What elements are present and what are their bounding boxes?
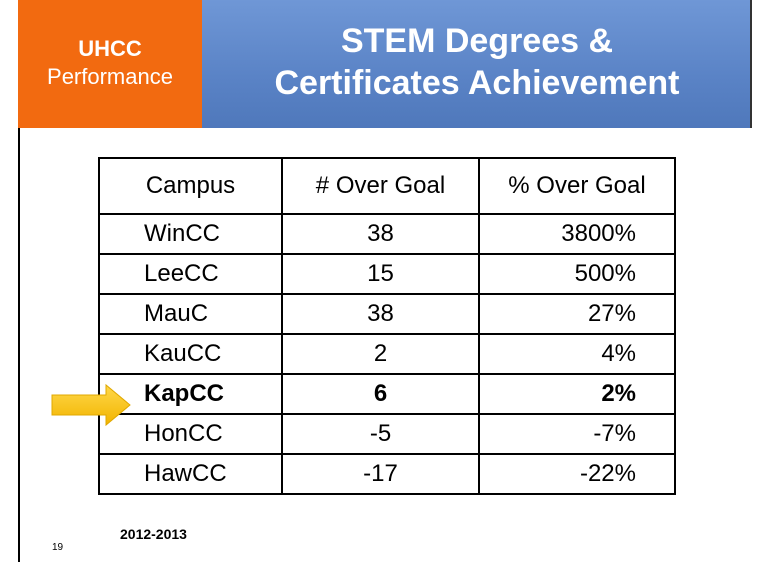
header-row: Campus # Over Goal% Over Goal	[98, 157, 676, 215]
cell: HonCC	[98, 413, 283, 455]
column-header: % Over Goal	[478, 157, 676, 215]
cell: WinCC	[98, 213, 283, 255]
cell: KapCC	[98, 373, 283, 415]
header-label-box: UHCC Performance	[18, 0, 202, 128]
table: Campus # Over Goal% Over Goal WinCC 38 3800%…	[98, 157, 676, 495]
row: MauC 38 27%	[98, 293, 676, 335]
right-rule	[750, 0, 752, 128]
row: KapCC 6 2%	[98, 373, 676, 415]
column-header: Campus	[98, 157, 283, 215]
cell: LeeCC	[98, 253, 283, 295]
note: 2012-2013	[120, 526, 187, 542]
cell: -17	[281, 453, 480, 495]
cell: KauCC	[98, 333, 283, 375]
arrow	[51, 383, 131, 427]
cell: -7%	[478, 413, 676, 455]
row: HonCC -5 -7%	[98, 413, 676, 455]
cell: 15	[281, 253, 480, 295]
title: STEM Degrees &	[340, 22, 614, 60]
cell: 27%	[478, 293, 676, 335]
left-rule	[18, 0, 20, 562]
row: LeeCC 15 500%	[98, 253, 676, 295]
cell: 2	[281, 333, 480, 375]
cell: -22%	[478, 453, 676, 495]
cell: 38	[281, 213, 480, 255]
cell: HawCC	[98, 453, 283, 495]
page-number: 19	[52, 542, 64, 553]
column-header: # Over Goal	[281, 157, 480, 215]
cell: 6	[281, 373, 480, 415]
cell: 2%	[478, 373, 676, 415]
row: HawCC -17 -22%	[98, 453, 676, 495]
cell: MauC	[98, 293, 283, 335]
title-box: STEM Degrees & Certificates Achievement	[202, 0, 752, 128]
cell: 38	[281, 293, 480, 335]
cell: 3800%	[478, 213, 676, 255]
row: WinCC 38 3800%	[98, 213, 676, 255]
header-label: UHCC	[78, 36, 142, 61]
cell: 4%	[478, 333, 676, 375]
cell: 500%	[478, 253, 676, 295]
header-label: Performance	[47, 64, 173, 89]
cell: -5	[281, 413, 480, 455]
row: KauCC 2 4%	[98, 333, 676, 375]
title: Certificates Achievement	[274, 64, 680, 102]
